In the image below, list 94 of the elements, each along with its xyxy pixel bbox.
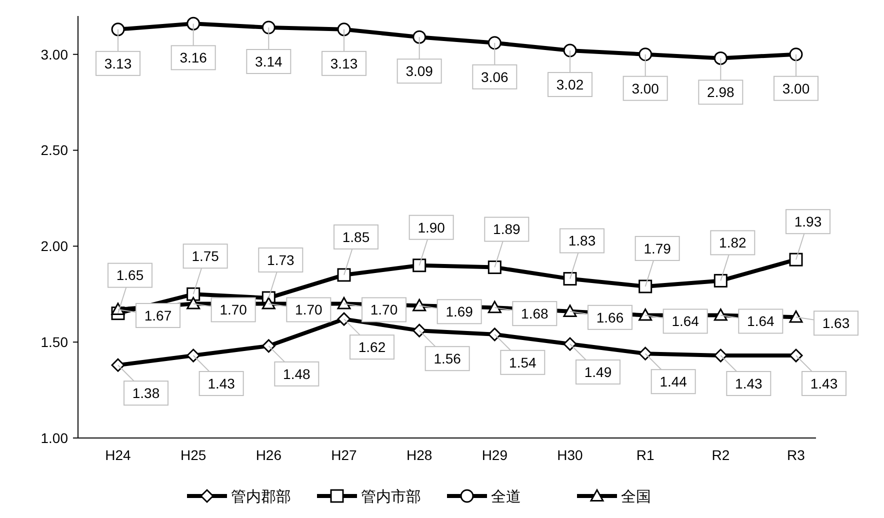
point: [638, 308, 652, 321]
point: [488, 328, 502, 342]
y-tick-label: 3.00: [40, 46, 68, 62]
point: [337, 22, 351, 36]
data-label: 1.85: [342, 228, 370, 245]
point: [337, 312, 351, 326]
point: [488, 36, 502, 50]
data-label: 3.13: [330, 55, 358, 72]
point: [262, 339, 276, 353]
data-label: 3.06: [481, 68, 509, 85]
data-label: 1.70: [220, 302, 248, 318]
data-label: 1.62: [358, 338, 386, 355]
point: [186, 296, 200, 310]
data-label: 1.89: [493, 221, 521, 238]
legend-label: 全国: [621, 488, 651, 506]
data-label: 1.38: [132, 385, 160, 402]
point: [488, 260, 502, 274]
x-tick-label: H30: [557, 447, 584, 463]
x-tick-label: H24: [105, 447, 132, 463]
x-tick-label: H28: [406, 447, 432, 463]
data-label: 2.98: [707, 84, 735, 100]
x-tick-label: H26: [256, 447, 282, 463]
point: [789, 252, 803, 266]
x-tick-label: R1: [636, 447, 654, 463]
y-tick-label: 1.00: [40, 430, 68, 446]
data-label: 1.75: [192, 248, 220, 264]
data-label: 1.83: [568, 232, 596, 249]
x-tick-label: H29: [482, 447, 508, 463]
data-label: 1.93: [794, 214, 822, 230]
point: [638, 280, 652, 294]
point: [412, 324, 426, 338]
data-label: 1.67: [144, 307, 172, 324]
data-label: 1.69: [446, 304, 474, 320]
point: [111, 22, 125, 36]
point: [563, 44, 577, 58]
data-label: 1.64: [672, 313, 700, 330]
data-label: 1.43: [735, 375, 763, 392]
point: [714, 308, 728, 321]
data-label: 3.02: [556, 76, 584, 92]
y-tick-label: 1.50: [40, 334, 68, 350]
point: [563, 304, 577, 317]
legend-label: 全道: [491, 488, 521, 506]
data-label: 3.00: [632, 80, 660, 96]
data-label: 1.64: [747, 313, 775, 330]
point: [789, 310, 803, 323]
data-label: 1.49: [584, 364, 612, 380]
point: [488, 300, 502, 314]
data-label: 1.54: [509, 354, 537, 370]
data-label: 1.63: [822, 315, 850, 332]
legend-label: 管内市部: [361, 488, 421, 506]
point: [412, 30, 426, 44]
data-label: 1.65: [116, 267, 144, 284]
x-tick-label: H27: [331, 447, 358, 463]
point: [262, 296, 276, 310]
x-tick-label: H25: [180, 447, 206, 463]
data-label: 3.14: [255, 53, 283, 70]
data-label: 1.82: [719, 234, 747, 251]
point: [714, 274, 728, 288]
data-label: 1.44: [660, 374, 688, 390]
point: [638, 346, 652, 360]
data-label: 3.00: [782, 80, 810, 96]
legend-label: 管内郡部: [231, 488, 291, 506]
data-label: 1.70: [295, 302, 323, 318]
y-tick-label: 2.50: [40, 142, 68, 158]
point: [337, 268, 351, 282]
point: [186, 348, 200, 362]
point: [563, 272, 577, 286]
point: [412, 298, 426, 312]
data-label: 1.68: [521, 305, 549, 322]
data-label: 1.66: [596, 309, 624, 326]
x-tick-label: R3: [787, 447, 806, 463]
data-label: 1.79: [644, 240, 672, 256]
data-label: 1.48: [283, 366, 311, 382]
data-label: 1.43: [810, 375, 838, 392]
point: [412, 258, 426, 272]
data-label: 1.56: [434, 350, 462, 366]
point: [714, 51, 728, 65]
data-label: 3.16: [180, 50, 208, 66]
point: [563, 337, 577, 351]
data-label: 1.43: [208, 375, 236, 392]
data-label: 1.70: [370, 302, 398, 318]
point: [262, 20, 276, 34]
point: [337, 296, 351, 310]
point: [111, 358, 125, 372]
point: [638, 48, 652, 62]
point: [714, 348, 728, 362]
data-label: 3.13: [104, 55, 132, 72]
point: [186, 16, 200, 30]
data-label: 1.73: [267, 252, 295, 268]
data-label: 1.90: [418, 219, 446, 236]
x-tick-label: R2: [712, 447, 730, 463]
point: [789, 48, 803, 62]
data-label: 3.09: [406, 63, 434, 79]
y-tick-label: 2.00: [40, 238, 68, 254]
